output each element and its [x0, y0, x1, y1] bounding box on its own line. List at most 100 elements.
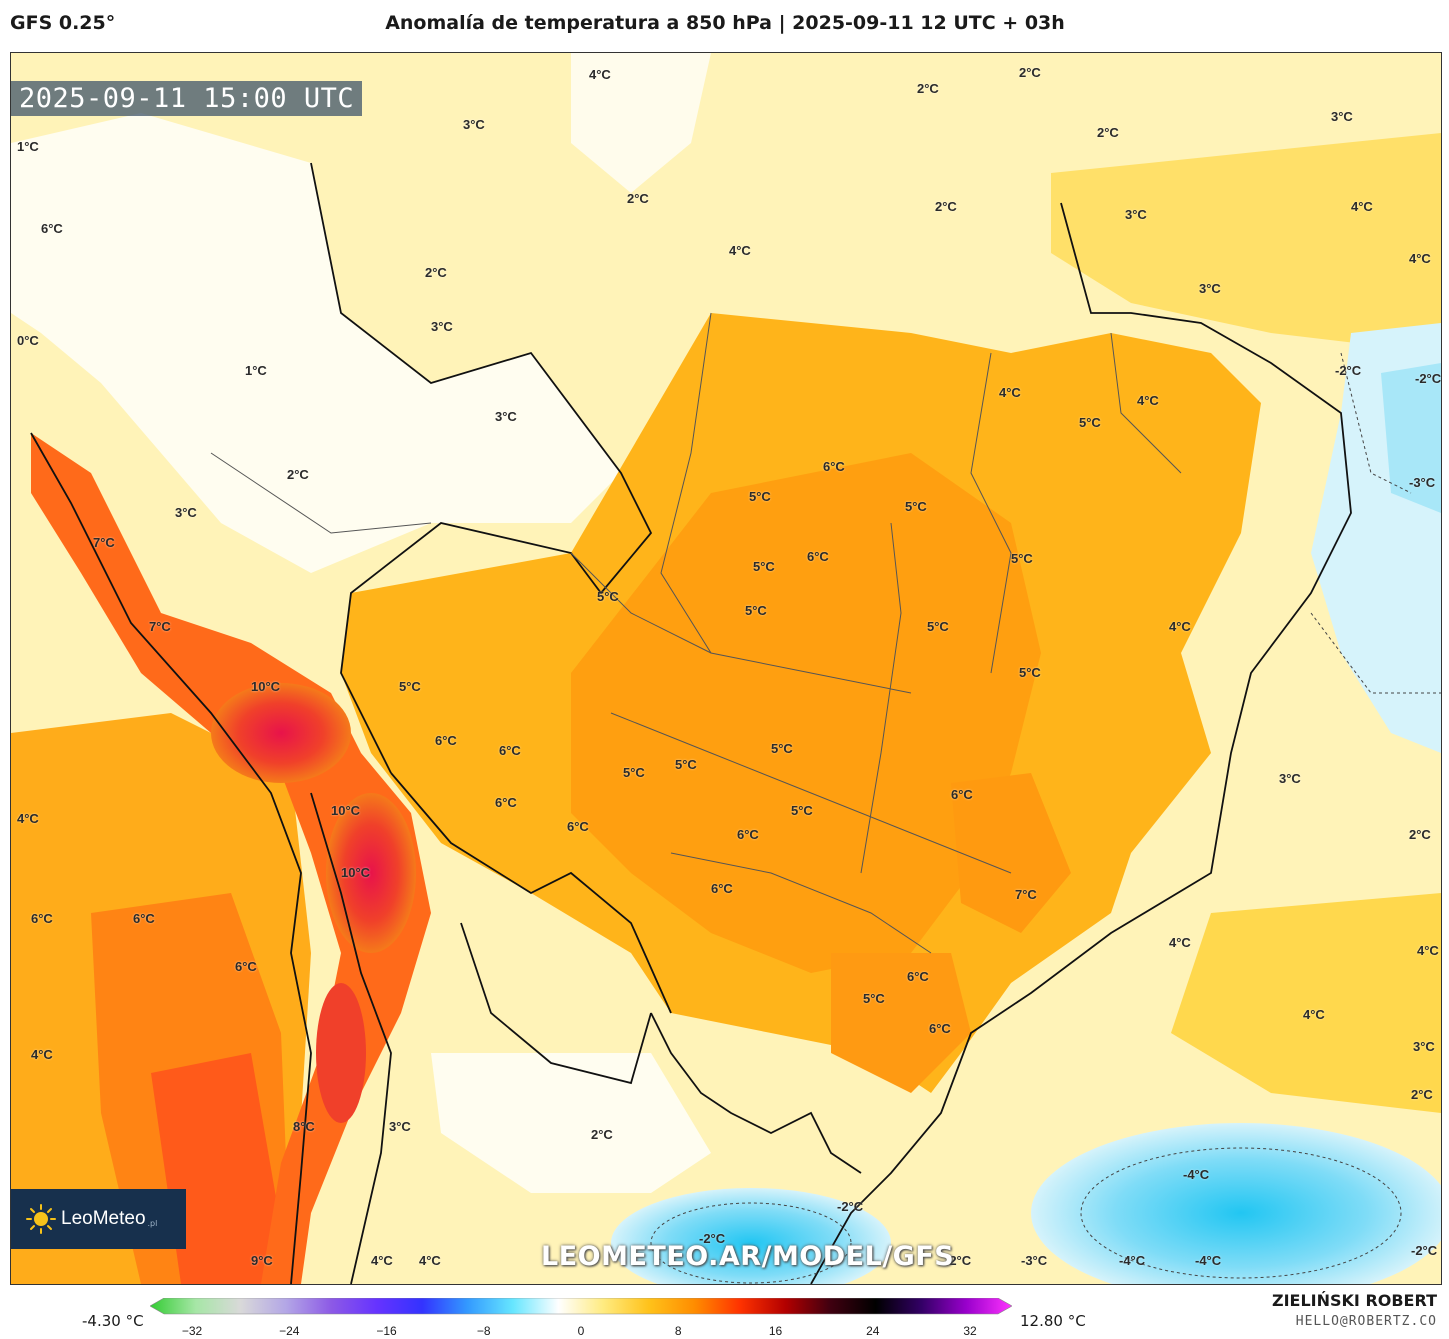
state-borders	[210, 312, 1182, 954]
colorbar-tick-label: 16	[768, 1324, 783, 1338]
contour-label: -4°C	[1183, 1167, 1210, 1182]
contour-label: 2°C	[1411, 1087, 1433, 1102]
contour-label: 5°C	[1019, 665, 1041, 680]
contour-label: 4°C	[419, 1253, 441, 1268]
colorbar	[150, 1298, 1012, 1315]
contour-label: 4°C	[1137, 393, 1159, 408]
model-label: GFS 0.25°	[10, 12, 116, 34]
hot-core-pacific	[151, 1053, 291, 1284]
contour-label: 5°C	[749, 489, 771, 504]
contour-label: 5°C	[905, 499, 927, 514]
contour-label: 5°C	[675, 757, 697, 772]
hot-spot-atacama	[326, 793, 416, 953]
colorbar-tick-label: 32	[963, 1324, 977, 1338]
contour-label: 3°C	[495, 409, 517, 424]
contour-label: 5°C	[1079, 415, 1101, 430]
contour-label: 5°C	[863, 991, 885, 1006]
contour-label: -2°C	[1335, 363, 1362, 378]
contour-label: 6°C	[31, 911, 53, 926]
contour-label: -2°C	[1415, 371, 1442, 386]
contour-label: 6°C	[567, 819, 589, 834]
warm-core-east	[951, 773, 1071, 933]
contour-label: 4°C	[1409, 251, 1431, 266]
pale-region-north	[571, 53, 711, 193]
contour-label: 6°C	[929, 1021, 951, 1036]
contour-label: 2°C	[935, 199, 957, 214]
contour-label: 6°C	[823, 459, 845, 474]
valid-time-badge: 2025-09-11 15:00 UTC	[11, 81, 363, 116]
contour-label: 2°C	[591, 1127, 613, 1142]
pale-region-argentina	[431, 1053, 711, 1193]
contour-label: -2°C	[699, 1231, 726, 1246]
contour-label: 2°C	[917, 81, 939, 96]
contour-label: 6°C	[499, 743, 521, 758]
contour-label: 5°C	[623, 765, 645, 780]
sun-icon	[26, 1204, 56, 1234]
map-panel[interactable]: 2025-09-11 15:00 UTC 4°C 2°C 2°C 3°C 2°C 3°C 1…	[10, 52, 1442, 1285]
warm-core-south	[831, 953, 971, 1093]
colorbar-tick-label: −8	[476, 1324, 491, 1338]
colorbar-tick-label: −24	[279, 1324, 300, 1338]
logo-brand: LeoMeteo	[61, 1208, 146, 1229]
colorbar-tick-label: −32	[181, 1324, 203, 1338]
negative-contours	[650, 352, 1441, 1284]
contour-label: 4°C	[999, 385, 1021, 400]
contour-label: 8°C	[293, 1119, 315, 1134]
contour-label: 5°C	[791, 803, 813, 818]
contour-label: -4°C	[1195, 1253, 1222, 1268]
contour-label: 3°C	[1331, 109, 1353, 124]
contour-label: 9°C	[251, 1253, 273, 1268]
colorbar-tick-label: −16	[376, 1324, 397, 1338]
cold-region-ne-atlantic-inner	[1381, 363, 1441, 513]
contour-label: 7°C	[1015, 887, 1037, 902]
contour-label: 2°C	[1019, 65, 1041, 80]
contour-label: 4°C	[589, 67, 611, 82]
contour-label: 7°C	[93, 535, 115, 550]
leometeo-logo[interactable]: LeoMeteo .pl	[11, 1189, 186, 1249]
colorbar-max-label: 12.80 °C	[1020, 1312, 1086, 1330]
site-watermark: LEOMETEO.AR/MODEL/GFS	[541, 1241, 955, 1272]
warm-band-atlantic-south	[1171, 893, 1441, 1113]
contour-label: 0°C	[17, 333, 39, 348]
contour-label: 4°C	[1417, 943, 1439, 958]
author-name: ZIELIŃSKI ROBERT	[1271, 1291, 1437, 1310]
logo-tld: .pl	[147, 1218, 158, 1228]
chart-title: Anomalía de temperatura a 850 hPa | 2025…	[385, 12, 1065, 34]
hot-spot-chile	[316, 983, 366, 1123]
contour-label: 4°C	[371, 1253, 393, 1268]
contour-label: 6°C	[235, 959, 257, 974]
anomaly-field	[11, 53, 1441, 1284]
contour-label: 6°C	[711, 881, 733, 896]
author-email[interactable]: HELLO@ROBERTZ.CO	[1295, 1314, 1437, 1329]
warm-band-atlantic-north	[1051, 133, 1441, 353]
contour-label: 10°C	[331, 803, 361, 818]
contour-label: 2°C	[287, 467, 309, 482]
contour-label: 4°C	[17, 811, 39, 826]
contour-label: 6°C	[495, 795, 517, 810]
contour-label: 3°C	[463, 117, 485, 132]
contour-label: 5°C	[597, 589, 619, 604]
contour-label: 6°C	[907, 969, 929, 984]
contour-label: 2°C	[627, 191, 649, 206]
contour-label: 5°C	[745, 603, 767, 618]
contour-label: -2°C	[837, 1199, 864, 1214]
contour-label: 7°C	[149, 619, 171, 634]
contour-label: -2°C	[1411, 1243, 1438, 1258]
contour-label: -4°C	[1119, 1253, 1146, 1268]
contour-label: 1°C	[17, 139, 39, 154]
contour-label: 6°C	[951, 787, 973, 802]
contour-label: 5°C	[753, 559, 775, 574]
contour-label: 1°C	[245, 363, 267, 378]
contour-label: 4°C	[1351, 199, 1373, 214]
colorbar-min-label: -4.30 °C	[82, 1312, 144, 1330]
borders	[30, 162, 1352, 1284]
contour-label: 6°C	[737, 827, 759, 842]
contour-label: 3°C	[389, 1119, 411, 1134]
contour-label: 6°C	[41, 221, 63, 236]
colorbar-tick-label: 8	[674, 1324, 682, 1338]
contour-label: 2°C	[1097, 125, 1119, 140]
contour-label: 4°C	[1169, 935, 1191, 950]
contour-label: 3°C	[175, 505, 197, 520]
contour-label: 10°C	[341, 865, 371, 880]
contour-label: 6°C	[133, 911, 155, 926]
